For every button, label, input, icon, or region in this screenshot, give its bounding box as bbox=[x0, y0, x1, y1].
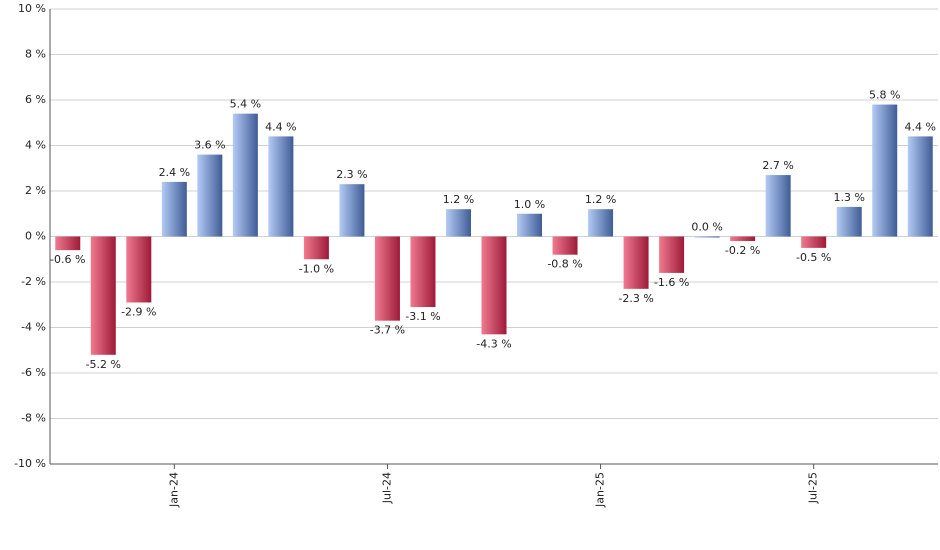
bar bbox=[268, 136, 294, 237]
value-label: 4.4 % bbox=[905, 120, 936, 133]
bar bbox=[623, 236, 649, 289]
bar bbox=[126, 236, 152, 303]
bar bbox=[410, 236, 436, 308]
bar bbox=[552, 236, 578, 255]
value-label: -2.3 % bbox=[618, 292, 653, 305]
bar bbox=[445, 209, 471, 237]
value-label: -0.8 % bbox=[547, 258, 582, 271]
x-tick-label: Jul-25 bbox=[807, 472, 820, 504]
bar bbox=[765, 175, 791, 237]
bar bbox=[339, 184, 365, 237]
bar bbox=[197, 154, 223, 237]
bar bbox=[694, 236, 720, 238]
y-tick-label: -2 % bbox=[21, 275, 46, 288]
y-tick-label: 8 % bbox=[25, 48, 46, 61]
y-tick-label: -6 % bbox=[21, 366, 46, 379]
value-label: 1.0 % bbox=[514, 198, 545, 211]
value-label: -4.3 % bbox=[476, 337, 511, 350]
value-label: 2.3 % bbox=[336, 168, 367, 181]
bar bbox=[55, 236, 81, 251]
x-tick-label: Jan-24 bbox=[167, 472, 180, 508]
value-label: 5.8 % bbox=[869, 89, 900, 102]
y-tick-label: 6 % bbox=[25, 93, 46, 106]
value-label: -1.6 % bbox=[654, 276, 689, 289]
bar bbox=[801, 236, 827, 248]
value-label: 1.2 % bbox=[443, 193, 474, 206]
value-label: -2.9 % bbox=[121, 305, 156, 318]
bar bbox=[730, 236, 756, 242]
bar bbox=[659, 236, 685, 273]
bar bbox=[872, 104, 898, 237]
value-label: -1.0 % bbox=[299, 262, 334, 275]
bar bbox=[588, 209, 614, 237]
y-tick-label: -4 % bbox=[21, 321, 46, 334]
value-label: 1.2 % bbox=[585, 193, 616, 206]
y-tick-label: -10 % bbox=[14, 457, 46, 470]
y-tick-label: 10 % bbox=[18, 2, 46, 15]
bar bbox=[481, 236, 507, 335]
y-tick-label: 4 % bbox=[25, 139, 46, 152]
value-label: -3.7 % bbox=[370, 324, 405, 337]
y-tick-label: 0 % bbox=[25, 230, 46, 243]
bar bbox=[232, 113, 258, 237]
bar bbox=[517, 213, 543, 237]
value-label: 5.4 % bbox=[230, 98, 261, 111]
value-label: -5.2 % bbox=[86, 358, 121, 371]
bar bbox=[836, 206, 862, 237]
value-label: -3.1 % bbox=[405, 310, 440, 323]
y-tick-label: -8 % bbox=[21, 412, 46, 425]
value-label: 1.3 % bbox=[833, 191, 864, 204]
value-label: 2.7 % bbox=[762, 159, 793, 172]
value-label: -0.5 % bbox=[796, 251, 831, 264]
bar bbox=[161, 181, 187, 237]
value-label: 3.6 % bbox=[194, 139, 225, 152]
y-tick-label: 2 % bbox=[25, 184, 46, 197]
x-tick-label: Jul-24 bbox=[380, 472, 393, 504]
bar bbox=[90, 236, 116, 355]
bar bbox=[303, 236, 329, 260]
value-label: 0.0 % bbox=[691, 221, 722, 234]
value-label: 2.4 % bbox=[159, 166, 190, 179]
bar bbox=[374, 236, 400, 321]
bar bbox=[907, 136, 933, 237]
value-label: -0.2 % bbox=[725, 244, 760, 257]
value-label: 4.4 % bbox=[265, 120, 296, 133]
value-label: -0.6 % bbox=[50, 253, 85, 266]
x-tick-label: Jan-25 bbox=[594, 472, 607, 508]
